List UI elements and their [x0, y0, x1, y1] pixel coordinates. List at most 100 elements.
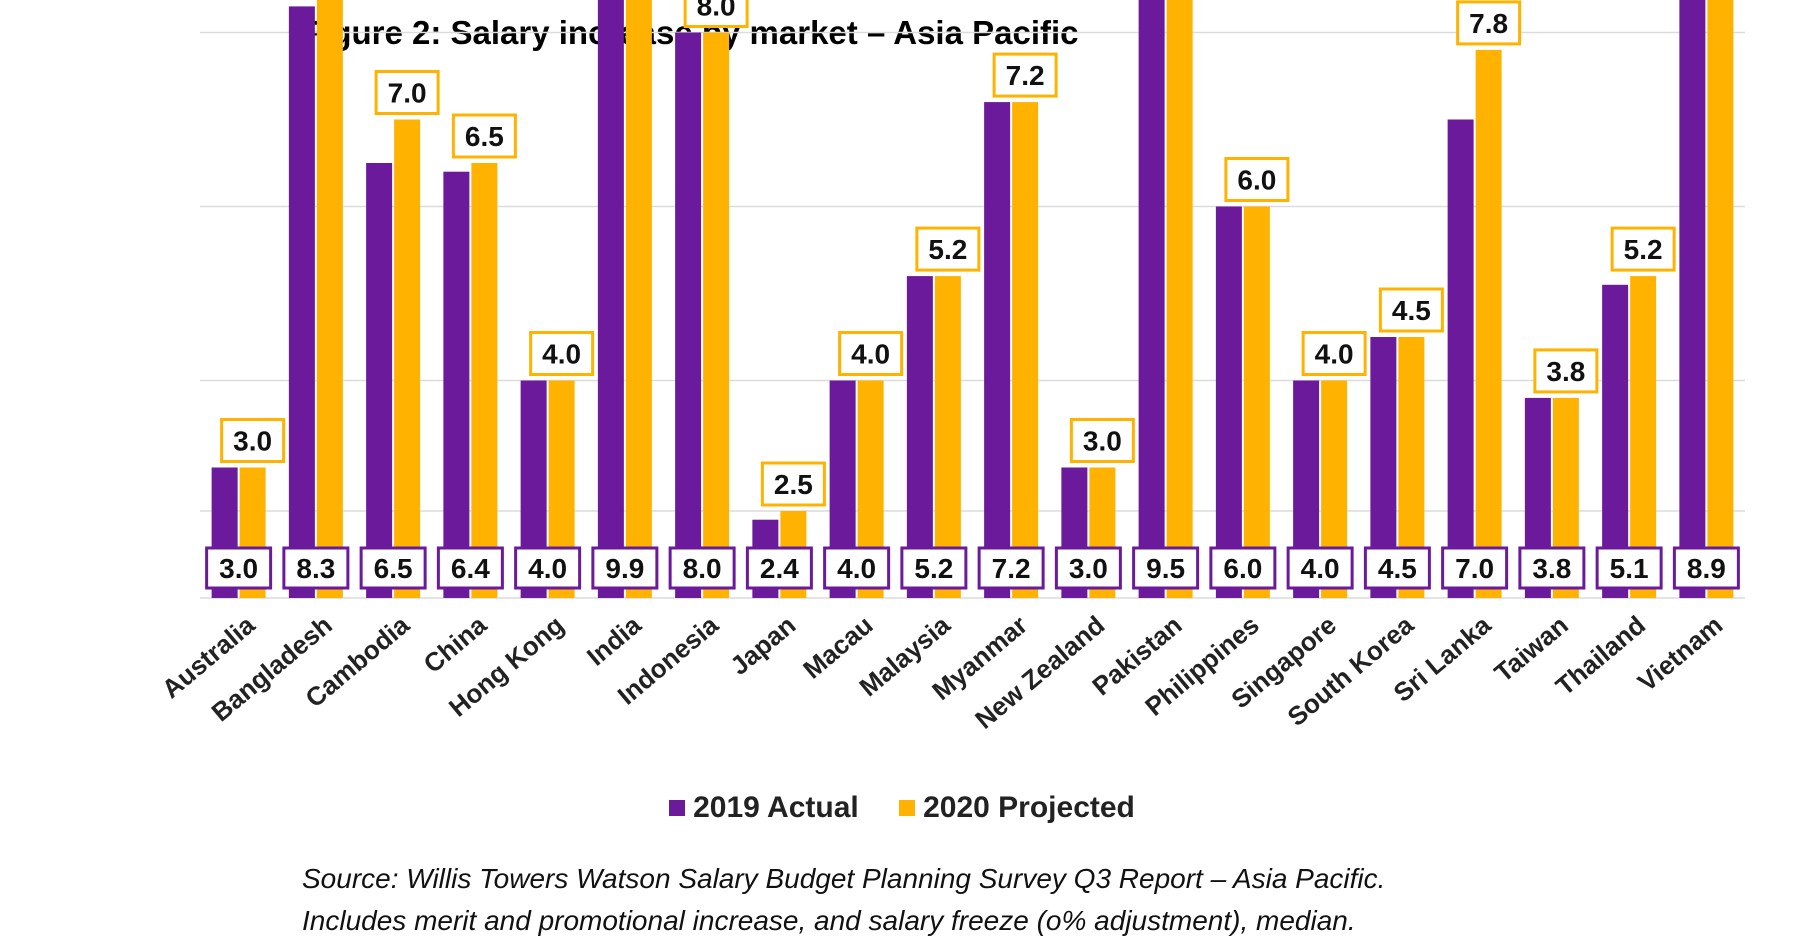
data-label-2019: 9.5 [1146, 553, 1185, 584]
bar-2019-actual [366, 163, 393, 598]
label-box-2019 [359, 546, 427, 590]
label-box-2020 [838, 331, 904, 376]
legend-swatch-actual [669, 800, 686, 816]
legend-item-actual: 2019 Actual [669, 791, 859, 825]
data-label-2020: 2.5 [774, 469, 813, 500]
label-box-2020 [992, 52, 1058, 98]
data-label-2019: 5.2 [914, 553, 953, 584]
label-box-2019 [1209, 546, 1277, 590]
data-label-2020: 4.0 [1315, 339, 1354, 370]
data-label-2020: 7.2 [1006, 60, 1045, 91]
label-box-2019 [745, 546, 813, 590]
legend-label-actual: 2019 Actual [693, 791, 859, 824]
label-box-2019 [900, 546, 968, 590]
data-label-2019: 2.4 [760, 553, 799, 584]
label-box-2019 [1054, 546, 1122, 590]
data-label-2019: 6.4 [451, 553, 490, 584]
data-label-2020: 7.0 [388, 78, 427, 109]
data-label-2019: 3.0 [1069, 553, 1108, 584]
bar-2020-projected [1630, 276, 1657, 598]
label-box-2019 [1441, 546, 1509, 590]
legend-item-projected: 2020 Projected [899, 791, 1135, 825]
data-label-2019: 3.0 [219, 553, 258, 584]
label-box-2020 [683, 0, 749, 28]
bar-2019-actual [1138, 0, 1165, 598]
label-box-2020 [220, 418, 286, 463]
source-line-2: Includes merit and promotional increase,… [302, 905, 1356, 936]
data-label-2019: 7.0 [1455, 553, 1494, 584]
label-box-2020 [529, 331, 595, 376]
source-note: Source: Willis Towers Watson Salary Budg… [302, 858, 1385, 942]
label-box-2019 [977, 546, 1045, 590]
bar-2020-projected [934, 276, 961, 598]
label-box-2019 [436, 546, 504, 590]
legend: 2019 Actual 2020 Projected [0, 790, 1804, 825]
data-label-2020: 5.2 [1624, 234, 1663, 265]
label-box-2019 [514, 546, 582, 590]
legend-swatch-projected [899, 800, 916, 816]
label-box-2019 [1518, 546, 1586, 590]
data-label-2019: 6.5 [374, 553, 413, 584]
category-label: India [581, 609, 647, 671]
data-label-2020: 3.8 [1546, 356, 1585, 387]
data-label-2019: 9.9 [605, 553, 644, 584]
legend-label-projected: 2020 Projected [923, 791, 1135, 824]
bar-2019-actual [906, 276, 933, 598]
bar-2020-projected [625, 0, 652, 598]
data-label-2020: 8.0 [697, 0, 736, 22]
source-line-1: Source: Willis Towers Watson Salary Budg… [302, 863, 1386, 894]
data-label-2019: 5.1 [1610, 553, 1649, 584]
bar-2020-projected [471, 163, 498, 598]
bar-2019-actual [675, 32, 702, 598]
data-label-2019: 6.0 [1223, 553, 1262, 584]
data-label-2019: 8.9 [1687, 553, 1726, 584]
bar-2019-actual [1679, 0, 1706, 598]
category-label: Vietnam [1632, 610, 1728, 698]
bar-2020-projected [703, 32, 730, 598]
data-label-2019: 7.2 [992, 553, 1031, 584]
bar-2019-actual [443, 171, 470, 598]
data-label-2020: 3.0 [1083, 426, 1122, 457]
data-label-2019: 4.0 [1301, 553, 1340, 584]
label-box-2019 [823, 546, 891, 590]
bar-2019-actual [1602, 284, 1629, 598]
label-box-2020 [1378, 287, 1444, 333]
label-box-2020 [1456, 0, 1522, 46]
bar-2020-projected [394, 119, 421, 598]
bar-2020-projected [1012, 102, 1039, 598]
data-label-2019: 3.8 [1532, 553, 1571, 584]
label-box-2019 [1672, 546, 1740, 590]
category-label: Japan [724, 610, 801, 681]
label-box-2020 [1533, 348, 1599, 394]
bar-2019-actual [597, 0, 624, 598]
label-box-2019 [668, 546, 736, 590]
data-label-2020: 6.0 [1237, 165, 1276, 196]
data-label-2020: 4.5 [1392, 295, 1431, 326]
bar-2020-projected [1707, 0, 1734, 598]
label-box-2019 [1286, 546, 1354, 590]
data-label-2020: 6.5 [465, 121, 504, 152]
bar-2020-projected [316, 0, 343, 598]
bar-chart: 3.03.0Australia8.39.0Bangladesh6.57.0Cam… [156, 0, 1745, 735]
label-box-2020 [1069, 418, 1135, 463]
data-label-2020: 5.2 [928, 234, 967, 265]
data-label-2020: 4.0 [542, 339, 581, 370]
bar-2019-actual [984, 102, 1011, 598]
data-label-2019: 8.3 [296, 553, 335, 584]
label-box-2020 [760, 461, 826, 507]
data-label-2019: 8.0 [683, 553, 722, 584]
data-label-2020: 4.0 [851, 339, 890, 370]
data-label-2019: 4.0 [528, 553, 567, 584]
bar-2019-actual [1215, 206, 1242, 598]
data-label-2019: 4.0 [837, 553, 876, 584]
data-label-2019: 4.5 [1378, 553, 1417, 584]
label-box-2019 [1132, 546, 1200, 590]
bar-2019-actual [288, 6, 315, 598]
data-label-2020: 7.8 [1469, 8, 1508, 39]
label-box-2019 [1363, 546, 1431, 590]
label-box-2019 [282, 546, 350, 590]
label-box-2019 [1595, 546, 1663, 590]
label-box-2019 [205, 546, 273, 590]
label-box-2019 [591, 546, 659, 590]
label-box-2020 [1610, 226, 1676, 272]
